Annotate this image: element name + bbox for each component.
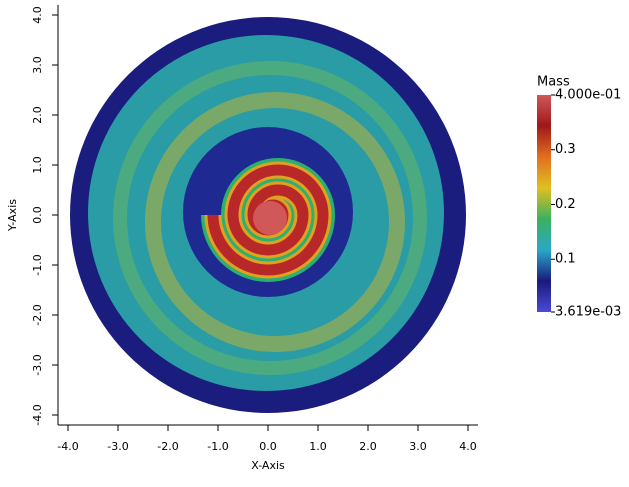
x-tick-label: -1.0 xyxy=(207,440,228,453)
x-tick-label: -2.0 xyxy=(157,440,178,453)
colorbar-tick-label: 0.3 xyxy=(555,142,576,157)
y-tick-label: -3.0 xyxy=(31,354,44,375)
y-tick-label: -4.0 xyxy=(31,404,44,425)
colorbar-title: Mass xyxy=(537,75,570,90)
y-tick-label: 0.0 xyxy=(31,206,44,224)
x-tick-label: 4.0 xyxy=(459,440,477,453)
y-tick-label: -2.0 xyxy=(31,304,44,325)
colorbar-tick-label: 0.1 xyxy=(555,252,576,267)
colorbar xyxy=(537,95,551,312)
x-tick-label: 1.0 xyxy=(309,440,327,453)
x-axis-label: X-Axis xyxy=(251,459,285,472)
x-tick-label: 2.0 xyxy=(359,440,377,453)
y-tick-label: -1.0 xyxy=(31,254,44,275)
colorbar-tick-label: 3.619e-03 xyxy=(555,305,621,320)
y-tick-label: 2.0 xyxy=(31,106,44,124)
x-tick-label: -3.0 xyxy=(107,440,128,453)
colorbar-tick-label: 0.2 xyxy=(555,197,576,212)
x-tick-label: 0.0 xyxy=(259,440,277,453)
y-tick-label: 3.0 xyxy=(31,56,44,74)
colorbar-tick-label: 4.000e-01 xyxy=(555,88,621,103)
x-tick-label: -4.0 xyxy=(57,440,78,453)
y-axis-label: Y-Axis xyxy=(6,199,19,232)
x-tick-label: 3.0 xyxy=(409,440,427,453)
y-tick-label: 4.0 xyxy=(31,6,44,24)
particle-image xyxy=(70,17,466,413)
y-tick-label: 1.0 xyxy=(31,156,44,174)
